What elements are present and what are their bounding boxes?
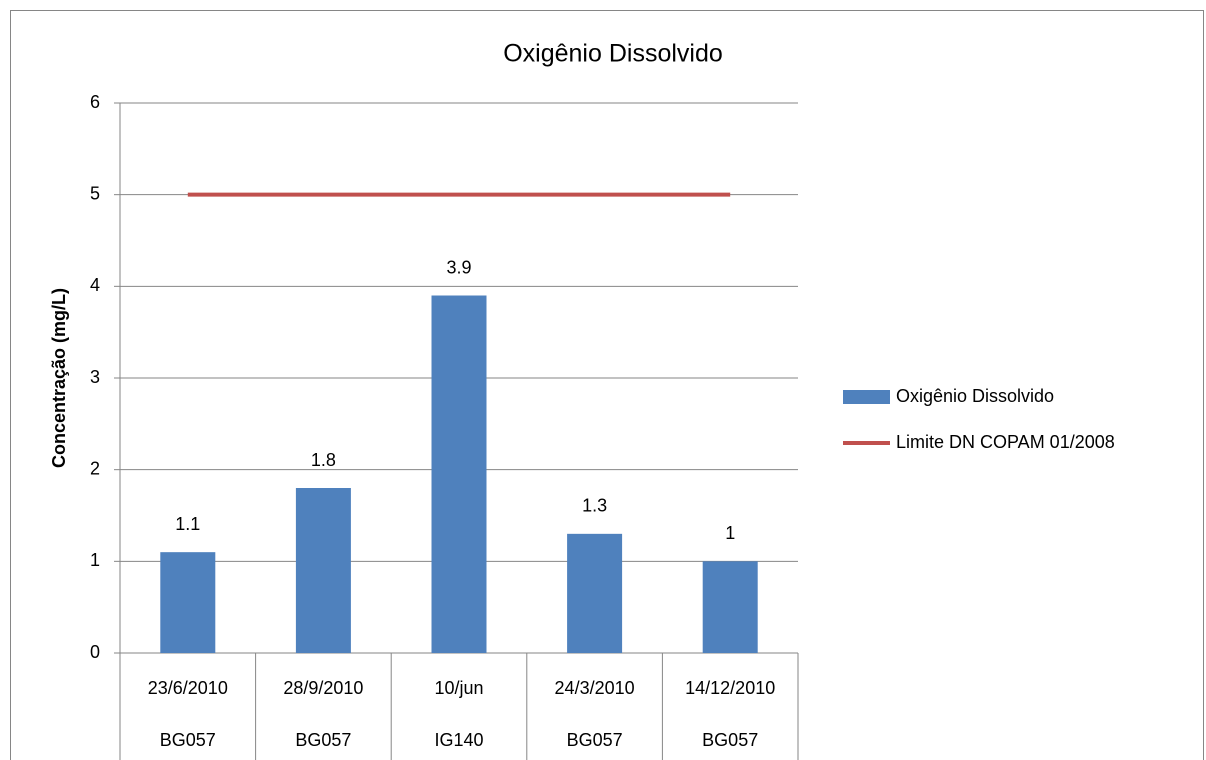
chart-title: Oxigênio Dissolvido: [503, 40, 723, 68]
bar: [160, 552, 216, 653]
y-axis-label: Concentração (mg/L): [49, 288, 69, 468]
x-tick-label: 24/3/2010: [555, 678, 635, 698]
bar: [567, 533, 623, 653]
y-tick-label: 4: [90, 275, 100, 295]
x-group-label: BG057: [702, 730, 758, 750]
x-group-label: IG140: [434, 730, 483, 750]
legend-label: Oxigênio Dissolvido: [896, 386, 1054, 406]
x-tick-label: 10/jun: [434, 678, 483, 698]
y-tick-label: 1: [90, 550, 100, 570]
y-tick-label: 5: [90, 183, 100, 203]
data-label: 1.8: [311, 450, 336, 470]
data-label: 1.3: [582, 496, 607, 516]
y-tick-label: 2: [90, 458, 100, 478]
data-label: 1.1: [175, 514, 200, 534]
legend-swatch: [843, 390, 890, 404]
bar: [431, 295, 487, 653]
bar: [702, 561, 758, 653]
bar: [295, 488, 351, 653]
x-tick-label: 23/6/2010: [148, 678, 228, 698]
data-label: 3.9: [446, 257, 471, 277]
x-group-label: BG057: [160, 730, 216, 750]
x-tick-label: 14/12/2010: [685, 678, 775, 698]
data-label: 1: [725, 523, 735, 543]
x-tick-label: 28/9/2010: [283, 678, 363, 698]
legend-label: Limite DN COPAM 01/2008: [896, 432, 1115, 452]
x-group-label: BG057: [567, 730, 623, 750]
y-tick-label: 6: [90, 92, 100, 112]
x-group-label: BG057: [295, 730, 351, 750]
y-tick-label: 3: [90, 367, 100, 387]
y-tick-label: 0: [90, 642, 100, 662]
